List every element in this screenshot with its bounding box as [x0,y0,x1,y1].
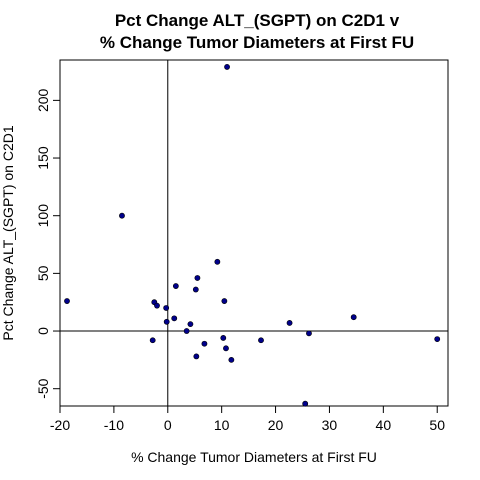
y-tick-label: 50 [35,265,51,281]
data-point [221,335,226,340]
data-point [194,354,199,359]
data-point [188,322,193,327]
data-point [150,338,155,343]
y-tick-label: -50 [35,378,51,398]
data-point [173,283,178,288]
y-tick-label: 200 [35,88,51,112]
y-tick-label: 100 [35,204,51,228]
data-point [119,213,124,218]
data-point [202,341,207,346]
data-point [164,305,169,310]
data-point [222,298,227,303]
x-tick-label: 20 [268,417,284,433]
data-points [64,64,439,406]
x-tick-label: 10 [214,417,230,433]
x-axis: -20 -10 0 10 20 30 40 50 [50,406,445,433]
chart-title-line-2: % Change Tumor Diameters at First FU [100,33,414,52]
y-axis: -50 0 50 100 150 200 [35,88,60,398]
y-axis-label: Pct Change ALT_(SGPT) on C2D1 [0,125,16,340]
x-tick-label: 40 [376,417,392,433]
x-tick-label: -10 [104,417,124,433]
y-tick-label: 150 [35,146,51,170]
data-point [154,303,159,308]
data-point [351,315,356,320]
x-tick-label: 30 [322,417,338,433]
data-point [229,357,234,362]
data-point [287,320,292,325]
y-tick-label: 0 [35,327,51,335]
data-point [435,337,440,342]
data-point [223,346,228,351]
data-point [258,338,263,343]
x-tick-label: 50 [429,417,445,433]
data-point [172,316,177,321]
x-tick-label: -20 [50,417,70,433]
data-point [193,287,198,292]
data-point [164,319,169,324]
data-point [184,328,189,333]
data-point [224,64,229,69]
x-axis-label: % Change Tumor Diameters at First FU [131,449,377,465]
data-point [215,259,220,264]
data-point [195,275,200,280]
chart-title-line-1: Pct Change ALT_(SGPT) on C2D1 v [115,11,400,30]
data-point [64,298,69,303]
plot-frame [60,60,448,406]
data-point [303,401,308,406]
data-point [306,331,311,336]
x-tick-label: 0 [164,417,172,433]
